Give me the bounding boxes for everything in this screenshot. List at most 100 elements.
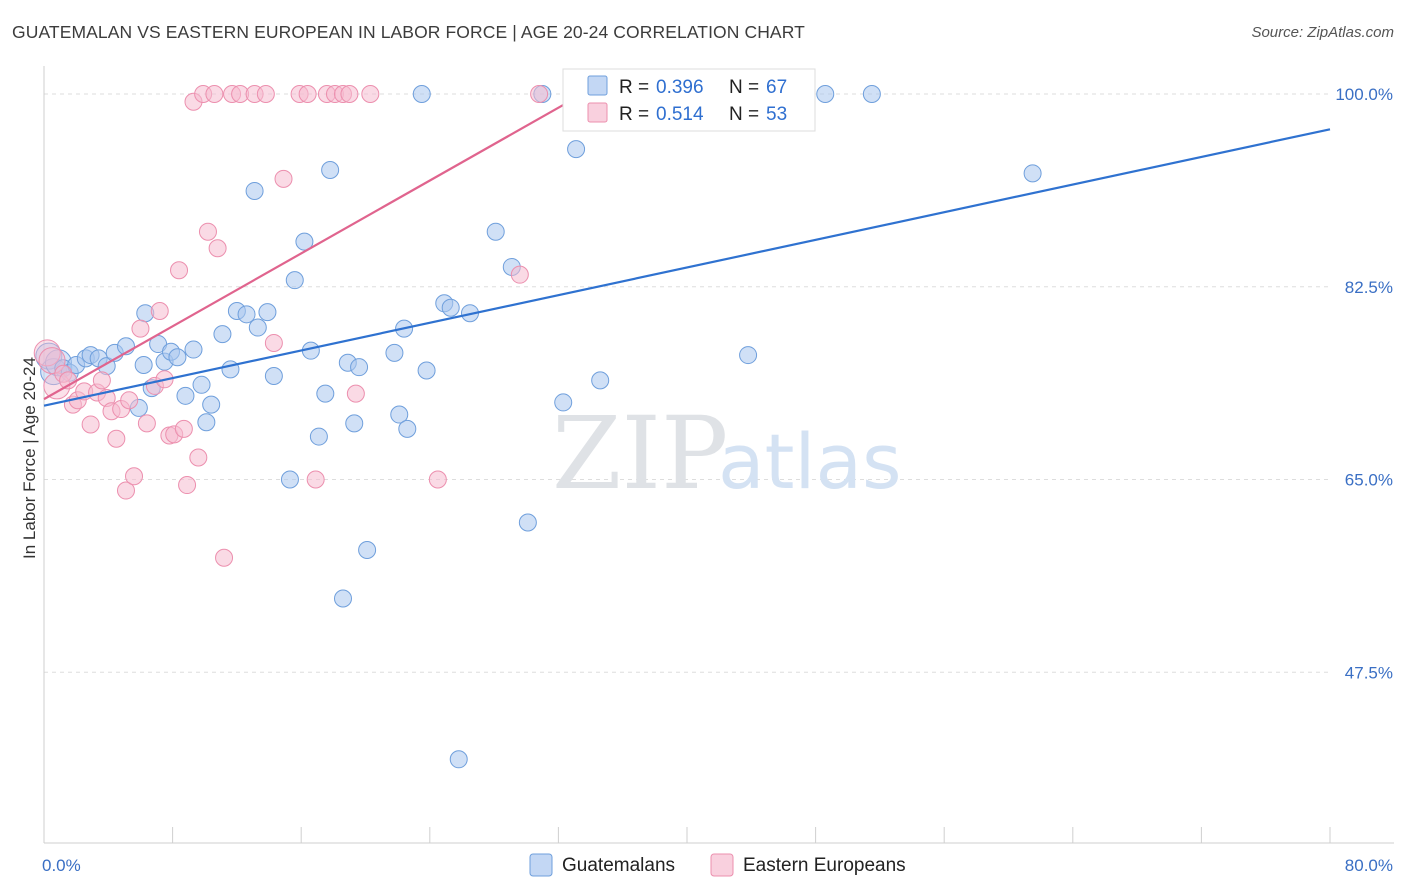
guatemalans-point-22 xyxy=(192,375,211,394)
eastern-europeans-trend-line xyxy=(43,93,584,401)
series-legend-guatemalans-label: Guatemalans xyxy=(562,855,675,876)
guatemalans-point-40 xyxy=(333,589,352,608)
guatemalans-point-53 xyxy=(449,750,468,769)
y-tick-label-1: 65.0% xyxy=(1345,471,1393,490)
y-tick-label-2: 82.5% xyxy=(1345,278,1393,297)
eastern-europeans-point-38 xyxy=(256,85,275,104)
eastern-europeans-point-31 xyxy=(198,222,217,241)
eastern-europeans-point-18 xyxy=(131,319,150,338)
chart-source: Source: ZipAtlas.com xyxy=(1251,24,1394,41)
stats-legend-pink-n-label: N = xyxy=(729,104,759,125)
guatemalans-point-19 xyxy=(168,348,187,367)
stats-legend-blue-r-label: R = xyxy=(619,77,649,98)
guatemalans-point-48 xyxy=(398,419,417,438)
eastern-europeans-point-25 xyxy=(170,261,189,280)
guatemalans-point-13 xyxy=(134,355,153,374)
guatemalans-point-59 xyxy=(554,393,573,412)
eastern-europeans-point-52 xyxy=(530,85,549,104)
eastern-europeans-point-42 xyxy=(298,85,317,104)
y-tick-label-3: 100.0% xyxy=(1335,85,1393,104)
stats-legend-blue-r-value: 0.396 xyxy=(656,77,704,98)
guatemalans-point-63 xyxy=(739,346,758,365)
y-tick-label-0: 47.5% xyxy=(1345,663,1393,682)
guatemalans-point-20 xyxy=(176,386,195,405)
series-legend-eastern-europeans-label: Eastern Europeans xyxy=(743,855,906,876)
trend-lines xyxy=(43,93,1331,407)
guatemalans-point-49 xyxy=(412,85,431,104)
eastern-europeans-point-51 xyxy=(510,265,529,284)
guatemalans-point-31 xyxy=(258,303,277,322)
stats-legend: R = 0.396 N = 67 R = 0.514 N = 53 xyxy=(562,68,816,132)
guatemalans-point-35 xyxy=(295,232,314,251)
eastern-europeans-point-47 xyxy=(340,85,359,104)
eastern-europeans-point-26 xyxy=(174,419,193,438)
stats-legend-blue-n-value: 67 xyxy=(766,77,787,98)
eastern-europeans-point-40 xyxy=(274,169,293,188)
eastern-europeans-point-27 xyxy=(178,476,197,495)
guatemalans-point-45 xyxy=(385,343,404,362)
guatemalans-point-39 xyxy=(321,161,340,180)
eastern-europeans-point-29 xyxy=(189,448,208,467)
chart-title: GUATEMALAN VS EASTERN EUROPEAN IN LABOR … xyxy=(12,22,805,42)
guatemalans-point-32 xyxy=(264,366,283,385)
x-tick-labels: 0.0% 80.0% xyxy=(42,856,1393,875)
eastern-europeans-point-32 xyxy=(205,85,224,104)
eastern-europeans-point-21 xyxy=(150,302,169,321)
guatemalans-point-60 xyxy=(567,140,586,159)
guatemalans-point-64 xyxy=(816,85,835,104)
guatemalans-point-66 xyxy=(1023,164,1042,183)
guatemalans-point-44 xyxy=(358,541,377,560)
eastern-europeans-point-39 xyxy=(264,333,283,352)
y-tick-labels: 47.5% 65.0% 82.5% 100.0% xyxy=(1335,85,1393,682)
guatemalans-point-29 xyxy=(245,181,264,200)
eastern-europeans-point-15 xyxy=(116,481,135,500)
series-legend-guatemalans-swatch xyxy=(529,853,553,877)
series-guatemalans-points xyxy=(35,85,1042,769)
guatemalans-point-65 xyxy=(862,85,881,104)
stats-legend-blue-swatch xyxy=(587,75,608,96)
stats-legend-blue-n-label: N = xyxy=(729,77,759,98)
guatemalans-point-50 xyxy=(417,361,436,380)
eastern-europeans-point-48 xyxy=(346,384,365,403)
watermark-atlas: atlas xyxy=(718,417,902,506)
guatemalans-point-34 xyxy=(285,271,304,290)
guatemalans-trend-line xyxy=(43,128,1331,407)
series-legend: Guatemalans Eastern Europeans xyxy=(529,853,906,877)
guatemalans-point-55 xyxy=(486,222,505,241)
guatemalans-point-21 xyxy=(184,340,203,359)
eastern-europeans-point-16 xyxy=(120,391,139,410)
eastern-europeans-point-0 xyxy=(33,339,61,367)
eastern-europeans-point-17 xyxy=(125,467,144,486)
x-tick-label-1: 80.0% xyxy=(1345,856,1393,875)
eastern-europeans-point-34 xyxy=(215,548,234,567)
watermark: ZIP atlas xyxy=(552,395,902,512)
guatemalans-point-57 xyxy=(518,513,537,532)
guatemalans-point-37 xyxy=(309,427,328,446)
eastern-europeans-point-43 xyxy=(306,470,325,489)
eastern-europeans-point-10 xyxy=(92,371,111,390)
guatemalans-point-23 xyxy=(197,413,216,432)
axes xyxy=(43,66,1394,844)
series-legend-eastern-europeans-swatch xyxy=(710,853,734,877)
guatemalans-point-38 xyxy=(316,384,335,403)
stats-legend-pink-r-label: R = xyxy=(619,104,649,125)
eastern-europeans-point-50 xyxy=(428,470,447,489)
guatemalans-point-30 xyxy=(248,318,267,337)
x-tick-label-0: 0.0% xyxy=(42,856,81,875)
stats-legend-pink-n-value: 53 xyxy=(766,104,787,125)
stats-legend-pink-swatch xyxy=(587,102,608,123)
eastern-europeans-point-49 xyxy=(361,85,380,104)
grid-lines xyxy=(44,93,1330,673)
guatemalans-point-43 xyxy=(350,358,369,377)
eastern-europeans-point-8 xyxy=(81,415,100,434)
guatemalans-point-46 xyxy=(390,405,409,424)
guatemalans-point-24 xyxy=(202,395,221,414)
guatemalans-point-42 xyxy=(345,414,364,433)
eastern-europeans-point-19 xyxy=(137,414,156,433)
guatemalans-point-61 xyxy=(591,371,610,390)
eastern-europeans-point-13 xyxy=(107,429,126,448)
guatemalans-point-52 xyxy=(441,298,460,317)
guatemalans-point-33 xyxy=(280,470,299,489)
watermark-zip: ZIP xyxy=(552,395,728,512)
